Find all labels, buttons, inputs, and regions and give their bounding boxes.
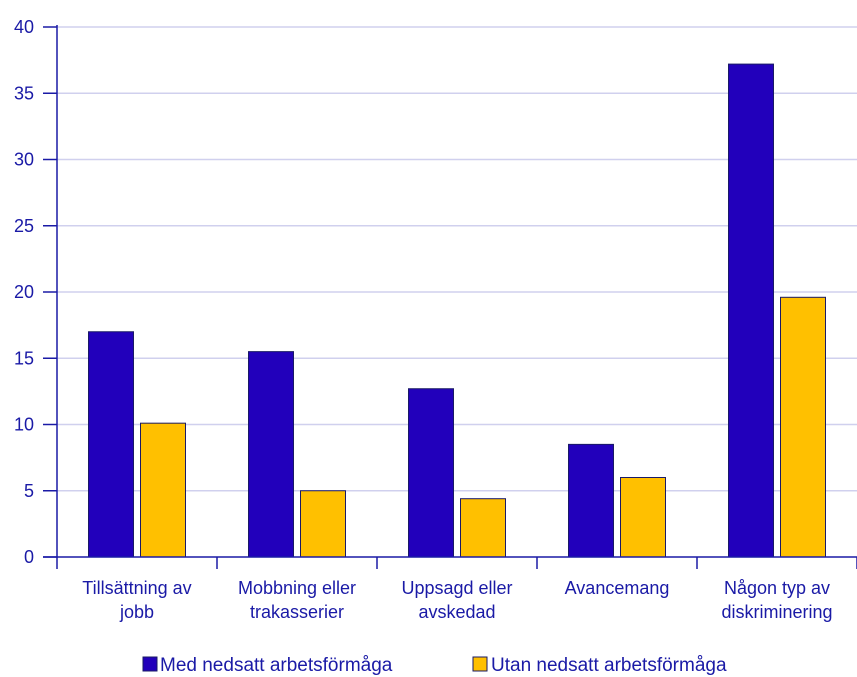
x-category-label: avskedad xyxy=(418,602,495,622)
x-axis-labels: Tillsättning av jobb Mobbning eller trakass… xyxy=(82,578,832,622)
y-tick-label: 35 xyxy=(14,83,34,103)
legend-swatch xyxy=(472,656,488,672)
x-category-label: Mobbning eller xyxy=(238,578,356,598)
legend: Med nedsatt arbetsförmåga Utan nedsatt ar… xyxy=(142,655,727,676)
bar xyxy=(620,477,666,558)
bar xyxy=(140,422,186,558)
legend-label: Med nedsatt arbetsförmåga xyxy=(160,655,393,676)
y-tick-label: 25 xyxy=(14,216,34,236)
bar xyxy=(728,63,774,558)
axes xyxy=(43,25,857,569)
legend-swatch xyxy=(142,656,158,672)
x-category-label: Uppsagd eller xyxy=(401,578,512,598)
x-category-label: Tillsättning av xyxy=(82,578,191,598)
x-category-label: Någon typ av xyxy=(724,578,830,598)
x-category-label: jobb xyxy=(119,602,154,622)
bar xyxy=(88,331,134,558)
bar xyxy=(568,443,614,558)
bar xyxy=(460,498,506,558)
y-tick-label: 0 xyxy=(24,547,34,567)
bar xyxy=(408,388,454,558)
gridlines xyxy=(57,26,857,492)
bar xyxy=(248,351,294,558)
y-tick-label: 5 xyxy=(24,481,34,501)
y-tick-label: 20 xyxy=(14,282,34,302)
x-category-label: trakasserier xyxy=(250,602,344,622)
x-category-label: diskriminering xyxy=(721,602,832,622)
legend-label: Utan nedsatt arbetsförmåga xyxy=(491,655,727,676)
x-category-label: Avancemang xyxy=(565,578,670,598)
bar xyxy=(780,296,826,558)
bar xyxy=(300,490,346,558)
y-tick-label: 15 xyxy=(14,348,34,368)
bars xyxy=(88,63,826,558)
y-tick-label: 40 xyxy=(14,17,34,37)
y-tick-label: 30 xyxy=(14,150,34,170)
y-axis-ticks: 0 5 10 15 20 25 30 35 40 xyxy=(14,17,34,567)
y-tick-label: 10 xyxy=(14,415,34,435)
